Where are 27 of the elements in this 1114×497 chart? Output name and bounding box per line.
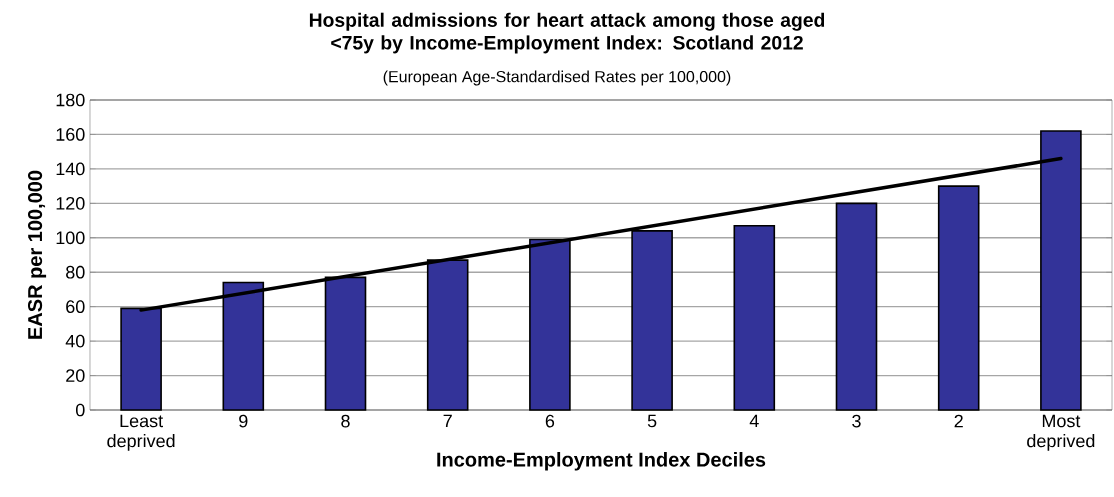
chart-title: Hospital admissions for heart attack among those aged <75y by Income-Employment Index: Scotland 2012 <box>309 12 825 54</box>
x-tick-label: 5 <box>647 414 657 428</box>
y-tick-label: 100 <box>56 231 85 245</box>
x-tick-label: Most deprived <box>1027 414 1095 451</box>
x-tick-label: 6 <box>545 414 555 428</box>
x-tick-label: 7 <box>443 414 452 428</box>
bar <box>733 224 776 411</box>
chart-subtitle: (European Age-Standardised Rates per 100,000) <box>383 70 731 86</box>
y-tick-label: 40 <box>65 334 85 348</box>
y-tick-label: 0 <box>75 403 85 417</box>
x-tick-label: 4 <box>749 414 759 428</box>
x-axis-title: Income-Employment Index Deciles <box>437 451 766 471</box>
bar <box>937 185 980 411</box>
y-tick-label: 60 <box>66 300 85 314</box>
y-tick-label: 180 <box>56 93 85 107</box>
y-axis-title: EASR per 100,000 <box>27 170 47 339</box>
bar <box>835 202 878 411</box>
y-tick-label: 120 <box>56 196 85 210</box>
x-tick-label: 9 <box>239 414 248 428</box>
x-tick-label: 3 <box>852 414 861 428</box>
x-tick-label: Least deprived <box>107 414 175 451</box>
x-tick-label: 2 <box>954 414 963 428</box>
y-tick-label: 160 <box>56 128 85 141</box>
y-tick-label: 140 <box>56 162 85 176</box>
y-tick-label: 80 <box>66 265 85 279</box>
y-tick-label: 20 <box>66 369 85 382</box>
x-tick-label: 8 <box>341 414 350 428</box>
